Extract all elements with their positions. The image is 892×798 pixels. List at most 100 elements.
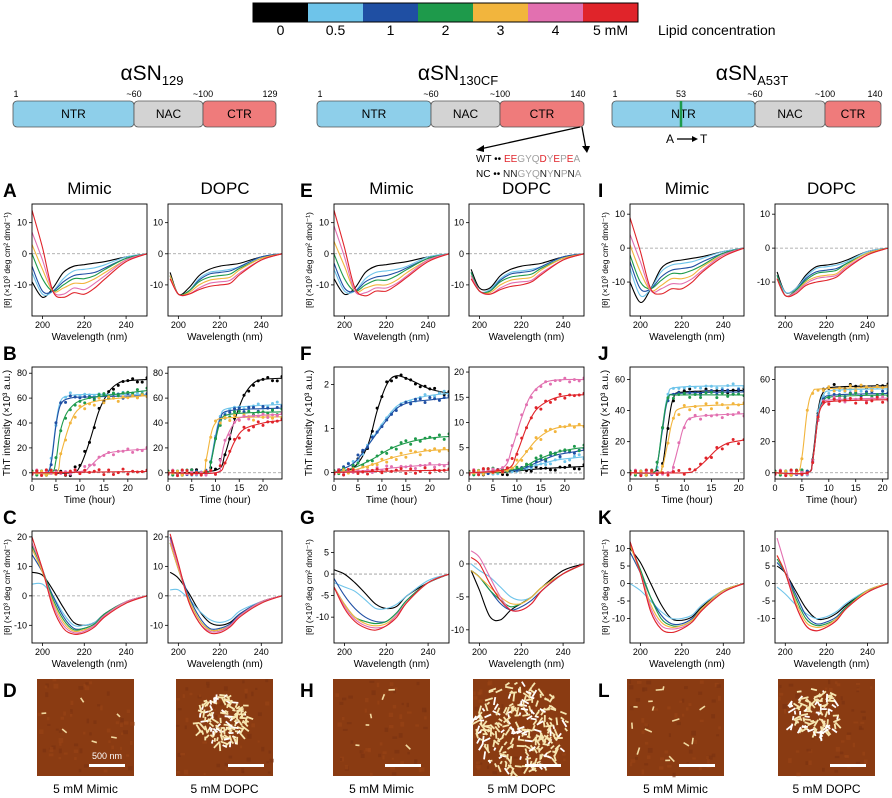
afm-fibril (564, 727, 568, 732)
data-point (821, 394, 825, 398)
y-tick-label: 0 (620, 579, 625, 589)
afm-texture (555, 740, 560, 745)
scale-bar (525, 764, 561, 767)
data-point (859, 389, 863, 393)
afm-fibril (560, 710, 567, 716)
afm-fibril (535, 745, 540, 750)
data-point (140, 380, 144, 384)
series-line-4 (775, 397, 888, 475)
data-point (176, 469, 179, 473)
data-point (385, 451, 389, 455)
afm-fibril (223, 694, 228, 698)
afm-fibril (804, 699, 809, 703)
x-tick-label: 20 (258, 483, 268, 493)
afm-fibril (524, 748, 528, 753)
afm-texture (70, 709, 73, 714)
data-point (180, 473, 184, 477)
afm-texture (391, 757, 394, 760)
data-point (271, 408, 274, 412)
data-point (256, 410, 260, 414)
series-line-0 (168, 377, 282, 474)
data-point (261, 410, 265, 414)
afm-texture (630, 759, 636, 763)
afm-texture (46, 717, 50, 721)
data-point (655, 472, 659, 476)
colorbar-label: 2 (442, 22, 450, 38)
afm-fibril (369, 713, 373, 719)
data-point (102, 401, 106, 405)
panel-letter-c: C (3, 508, 17, 529)
afm-texture (510, 732, 515, 738)
data-point (539, 385, 543, 389)
data-point (572, 425, 576, 429)
data-point (544, 463, 548, 467)
data-point (677, 393, 681, 397)
data-point (428, 462, 432, 466)
series-group (334, 569, 449, 631)
data-point (428, 471, 432, 475)
data-point (539, 462, 543, 466)
afm-fibril (531, 682, 536, 688)
data-point (342, 473, 346, 477)
afm-texture (664, 750, 669, 754)
afm-fibril (478, 705, 483, 714)
afm-fibril (502, 724, 510, 728)
afm-texture (206, 684, 210, 688)
data-point (854, 391, 858, 395)
afm-texture (241, 768, 245, 773)
data-point (78, 472, 82, 476)
afm-texture (398, 733, 403, 738)
afm-texture (628, 685, 634, 690)
afm-fibril (804, 725, 809, 728)
data-point (881, 400, 885, 404)
afm-texture (641, 718, 645, 723)
panel-letter-k: K (598, 508, 612, 529)
afm-fibril (210, 712, 213, 716)
data-point (394, 408, 398, 412)
x-tick-label: 15 (99, 483, 109, 493)
data-point (111, 453, 115, 457)
afm-caption: 5 mM DOPC (792, 782, 860, 796)
afm-fibril (504, 728, 511, 736)
x-tick-label: 220 (77, 647, 92, 657)
afm-fibril (539, 736, 545, 741)
series-line-2 (630, 544, 744, 627)
afm-texture (339, 701, 344, 705)
data-point (346, 467, 350, 471)
afm-fibril (521, 698, 530, 705)
afm-texture (424, 716, 427, 720)
data-point (83, 468, 87, 472)
x-tick-label: 5 (799, 483, 804, 493)
data-point (361, 448, 365, 452)
data-point (682, 386, 686, 390)
y-tick-label: 10 (615, 209, 625, 219)
afm-texture (421, 707, 427, 713)
data-point (437, 391, 441, 395)
afm-fibril (797, 699, 802, 704)
afm-texture (121, 732, 124, 735)
data-point (261, 404, 265, 408)
x-tick-label: 240 (119, 320, 134, 330)
data-point (185, 469, 189, 473)
afm-texture (834, 681, 838, 685)
data-point (68, 469, 72, 473)
afm-texture (55, 728, 59, 731)
data-point (68, 472, 72, 476)
afm-texture (635, 756, 638, 760)
afm-caption: 5 mM DOPC (190, 782, 258, 796)
afm-texture (344, 765, 349, 770)
x-tick-label: 240 (254, 320, 269, 330)
afm-texture (855, 761, 861, 765)
data-point (54, 472, 58, 476)
afm-texture (858, 727, 864, 731)
afm-texture (340, 757, 343, 761)
y-tick-label: 10 (760, 544, 770, 554)
afm-fibril (532, 734, 539, 742)
data-point (97, 393, 101, 397)
afm-fibril (218, 743, 222, 752)
series-line-0.5 (32, 393, 147, 475)
afm-fibril (230, 727, 236, 731)
